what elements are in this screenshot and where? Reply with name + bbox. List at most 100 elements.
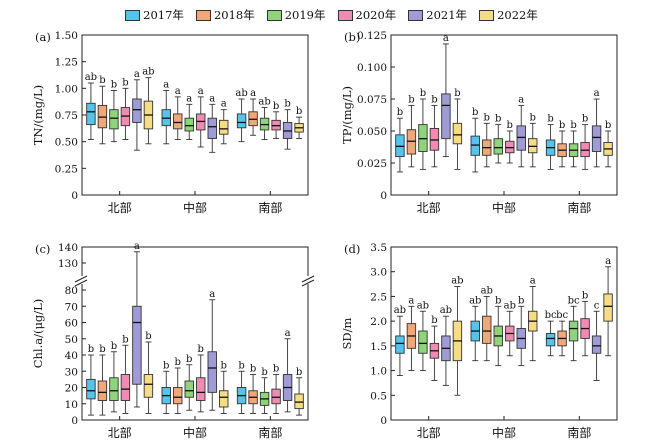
significance-label: b (495, 114, 501, 125)
significance-label: b (273, 364, 279, 375)
significance-label: b (122, 334, 128, 345)
significance-label: ab (469, 295, 481, 306)
x-tick-label: 北部 (417, 425, 441, 440)
y-tick-label: 0 (380, 190, 387, 202)
box (109, 377, 119, 401)
y-tick-label: 3.5 (370, 242, 387, 254)
significance-label: b (221, 360, 227, 371)
significance-label: ab (481, 285, 493, 296)
x-tick-label: 南部 (567, 200, 591, 215)
legend-item: 2017年 (125, 6, 184, 24)
y-tick-label: 3.0 (370, 267, 387, 279)
box (207, 351, 217, 393)
significance-label: a (408, 295, 414, 306)
x-tick-label: 北部 (108, 425, 132, 440)
legend-label: 2018年 (213, 8, 255, 22)
legend: 2017年 2018年 2019年 2020年 2021年 2022年 (0, 6, 663, 24)
y-tick-label: 0.125 (357, 30, 387, 42)
x-tick-label: 南部 (258, 425, 282, 440)
axis-break-mark (301, 279, 315, 287)
legend-label: 2020年 (355, 8, 397, 22)
significance-label: b (454, 88, 460, 99)
significance-label: a (175, 86, 181, 97)
significance-label: b (250, 364, 256, 375)
y-axis-label: TN/(mg/L) (31, 85, 45, 145)
y-tick-label: 70 (65, 301, 78, 313)
y-tick-label: 50 (65, 334, 78, 346)
significance-label: ab (258, 97, 270, 108)
box (219, 119, 229, 135)
significance-label: b (296, 106, 302, 117)
y-tick-label: 1.25 (55, 57, 78, 69)
box (132, 98, 142, 123)
x-tick-label: 北部 (417, 200, 441, 215)
y-tick-label: 0 (380, 415, 387, 427)
y-tick-label: 130 (58, 258, 78, 270)
box (418, 330, 428, 354)
significance-label: b (420, 88, 426, 99)
y-tick-label: 0.5 (370, 390, 387, 402)
box (132, 305, 142, 385)
significance-label: b (88, 344, 94, 355)
y-tick-label: 1.50 (55, 30, 78, 42)
significance-label: b (99, 75, 105, 86)
box (120, 374, 131, 401)
significance-label: a (134, 69, 140, 80)
box (568, 320, 579, 342)
box (591, 125, 602, 152)
significance-label: a (594, 88, 600, 99)
legend-label: 2019年 (284, 8, 326, 22)
panel-label: (b) (344, 30, 360, 44)
significance-label: a (198, 86, 204, 97)
y-tick-label: 30 (65, 366, 78, 378)
significance-label: a (221, 99, 227, 110)
significance-label: b (518, 295, 524, 306)
significance-label: a (209, 93, 215, 104)
x-tick-label: 南部 (258, 200, 282, 215)
significance-label: a (285, 328, 291, 339)
y-tick-label: 0.025 (357, 158, 387, 170)
significance-label: b (261, 367, 267, 378)
box (603, 293, 613, 322)
significance-label: b (99, 344, 105, 355)
y-tick-label: 2.0 (370, 316, 387, 328)
legend-item: 2020年 (337, 6, 397, 24)
significance-label: b (273, 101, 279, 112)
box (97, 380, 108, 401)
y-tick-label: 0.50 (55, 137, 78, 149)
significance-label: ab (235, 88, 247, 99)
significance-label: b (111, 341, 117, 352)
y-tick-label: 0.100 (357, 62, 387, 74)
legend-label: 2021年 (426, 8, 468, 22)
axis-break-mark (74, 275, 88, 283)
legend-label: 2022年 (497, 8, 538, 22)
legend-item: 2018年 (195, 6, 255, 24)
significance-label: a (605, 256, 611, 267)
significance-label: b (431, 315, 437, 326)
significance-label: b (472, 107, 478, 118)
significance-label: a (518, 94, 524, 105)
panel-label: (a) (35, 30, 51, 44)
x-tick-label: 北部 (108, 200, 132, 215)
box (591, 335, 602, 354)
significance-label: ab (142, 67, 154, 78)
box (86, 102, 96, 126)
box (86, 378, 96, 400)
box (173, 113, 183, 130)
significance-label: b (163, 360, 169, 371)
y-tick-label: 1.0 (370, 366, 387, 378)
box (294, 393, 304, 410)
axis-break-mark (74, 279, 88, 287)
significance-label: b (408, 94, 414, 105)
y-tick-label: 0 (71, 415, 78, 427)
y-tick-label: 0.75 (55, 110, 78, 122)
significance-label: b (145, 331, 151, 342)
box (482, 315, 492, 344)
box (395, 335, 405, 354)
significance-label: a (209, 289, 215, 300)
legend-swatch (408, 9, 424, 21)
box (109, 109, 119, 130)
significance-label: ab (451, 276, 463, 287)
box (236, 113, 247, 129)
